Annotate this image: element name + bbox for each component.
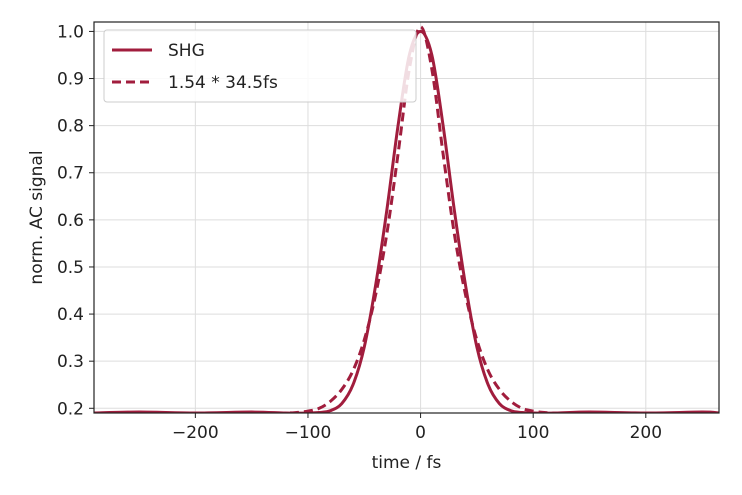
y-tick-label-6: 0.8	[57, 117, 84, 137]
y-tick-label-1: 0.3	[57, 352, 84, 372]
y-axis-label: norm. AC signal	[27, 150, 47, 284]
legend-box	[103, 29, 417, 103]
y-tick-label-2: 0.4	[57, 305, 84, 325]
y-tick-label-3: 0.5	[57, 258, 84, 278]
x-axis-label: time / fs	[372, 453, 442, 473]
ticks: −200 −100 0 100 200 0.2 0.3 0.4 0.5 0.6 0.7 0.8 0.9 1…	[57, 22, 662, 443]
series-line-fit	[94, 25, 719, 413]
legend-label-fit: 1.54 * 34.5fs	[168, 73, 278, 93]
x-tick-label-0: −200	[172, 423, 219, 443]
y-tick-label-8: 1.0	[57, 22, 84, 42]
legend: SHG 1.54 * 34.5fs	[103, 29, 417, 103]
legend-label-shg: SHG	[168, 41, 205, 61]
plot-frame	[93, 21, 720, 414]
y-tick-label-4: 0.6	[57, 211, 84, 231]
y-tick-label-7: 0.9	[57, 70, 84, 90]
y-tick-label-5: 0.7	[57, 164, 84, 184]
x-tick-label-3: 100	[517, 423, 549, 443]
x-tick-label-2: 0	[415, 423, 426, 443]
x-tick-label-4: 200	[630, 423, 662, 443]
x-tick-label-1: −100	[285, 423, 332, 443]
y-tick-label-0: 0.2	[57, 399, 84, 419]
